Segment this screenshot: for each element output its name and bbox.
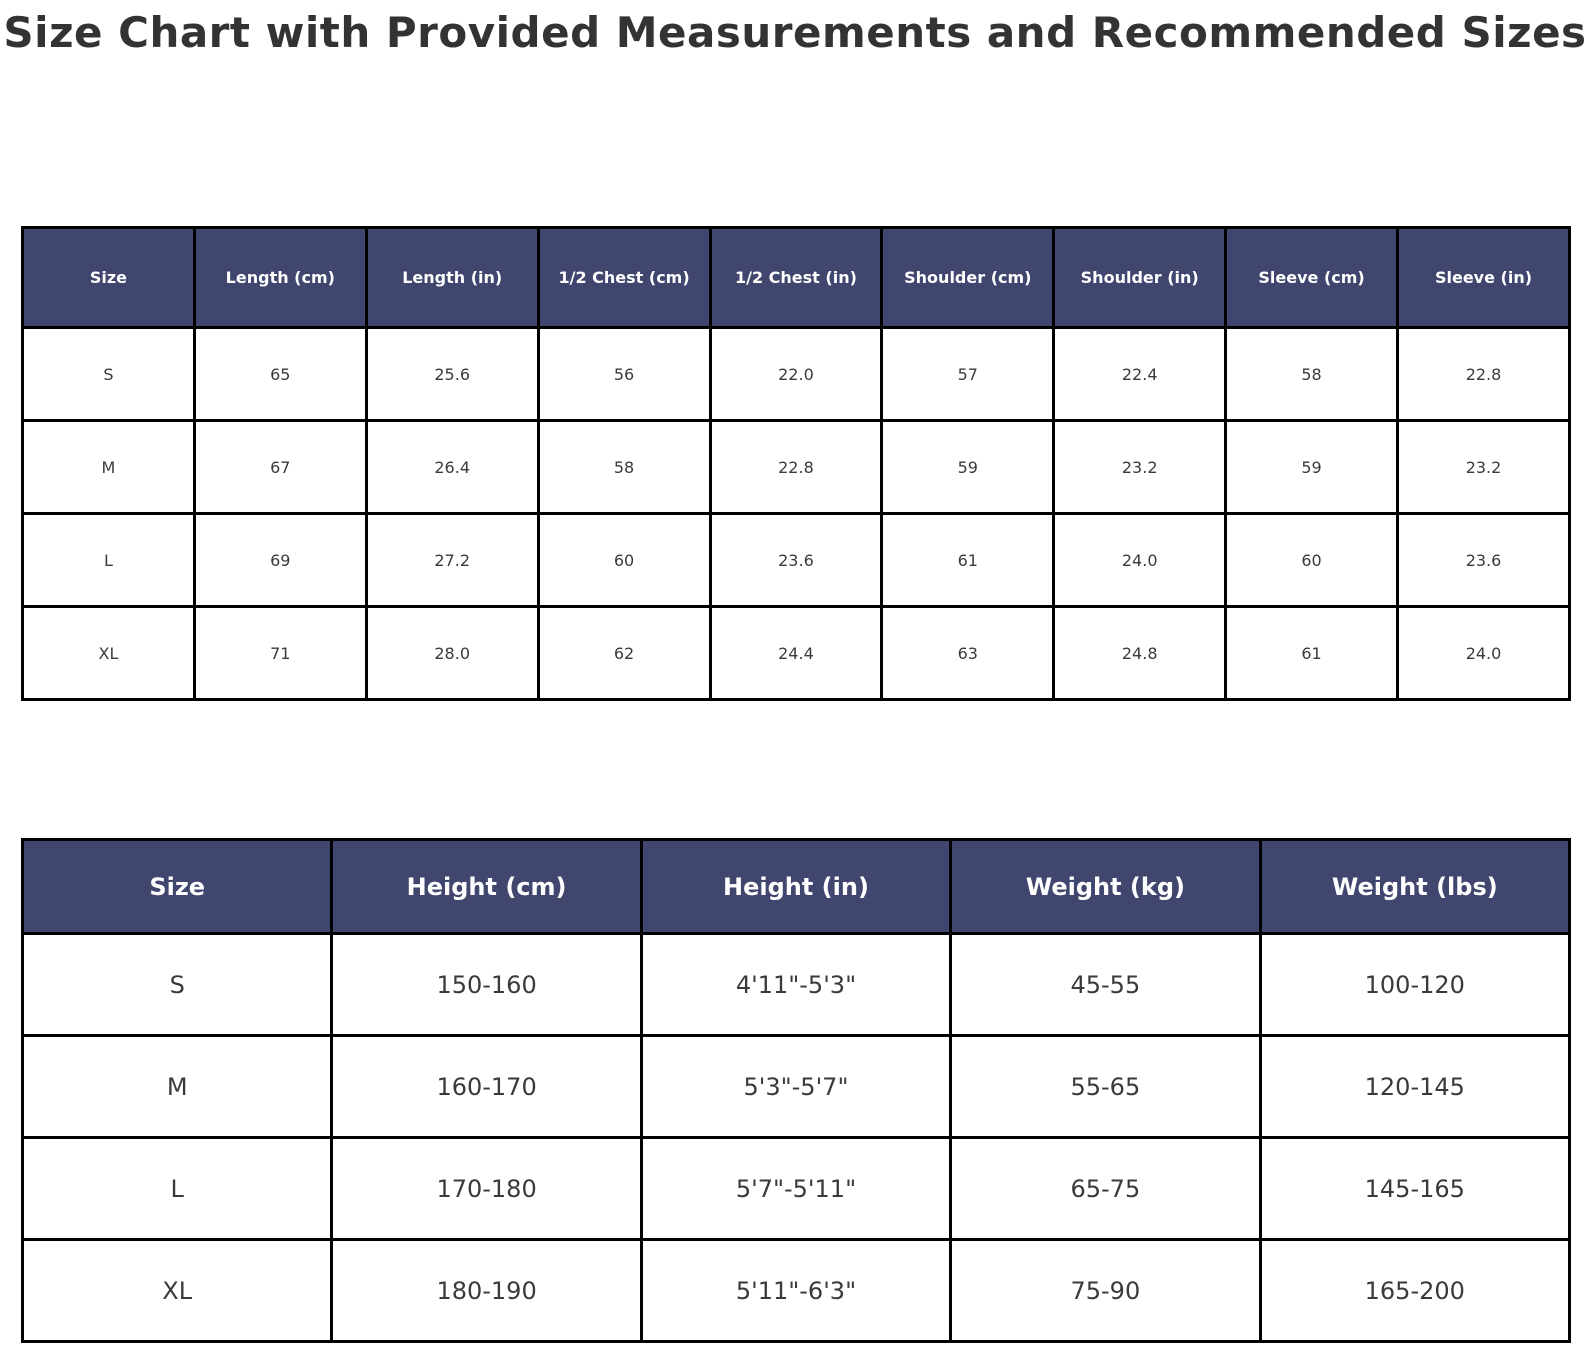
column-header: Length (in) <box>364 226 540 329</box>
table-cell: 45-55 <box>949 932 1262 1037</box>
table-cell: 5'3"-5'7" <box>639 1034 953 1139</box>
table-row: XL 71 28.0 62 24.4 63 24.8 61 24.0 <box>21 605 1571 701</box>
column-header: 1/2 Chest (in) <box>708 226 884 329</box>
table-cell: 25.6 <box>364 326 540 422</box>
table-cell: 120-145 <box>1258 1034 1572 1139</box>
column-header: Length (cm) <box>192 226 368 329</box>
table-cell: 150-160 <box>330 932 643 1037</box>
table-cell: 22.0 <box>708 326 884 422</box>
table-cell: 5'11"-6'3" <box>639 1238 953 1343</box>
measurements-table-header: Size Length (cm) Length (in) 1/2 Chest (cm)… <box>21 226 1571 329</box>
table-cell: 22.4 <box>1052 326 1228 422</box>
column-header: Sleeve (cm) <box>1224 226 1399 329</box>
table-cell: 65-75 <box>949 1136 1262 1241</box>
table-cell: 58 <box>1224 326 1399 422</box>
table-cell: 55-65 <box>949 1034 1262 1139</box>
table-cell: 160-170 <box>330 1034 643 1139</box>
column-header: 1/2 Chest (cm) <box>536 226 712 329</box>
table-row: S 65 25.6 56 22.0 57 22.4 58 22.8 <box>21 326 1571 422</box>
column-header: Weight (kg) <box>949 838 1262 935</box>
table-cell: 23.2 <box>1052 419 1228 515</box>
table-row: XL 180-190 5'11"-6'3" 75-90 165-200 <box>20 1238 1572 1343</box>
table-cell: 24.0 <box>1396 605 1571 701</box>
column-header: Shoulder (cm) <box>880 226 1056 329</box>
table-cell: 22.8 <box>1396 326 1571 422</box>
table-cell: 60 <box>536 512 712 608</box>
table-cell: 59 <box>1224 419 1399 515</box>
table-cell: 24.0 <box>1052 512 1228 608</box>
column-header: Height (cm) <box>330 838 643 935</box>
measurements-table: Size Length (cm) Length (in) 1/2 Chest (cm)… <box>21 226 1571 701</box>
table-cell: 24.8 <box>1052 605 1228 701</box>
size-cell: XL <box>20 1238 334 1343</box>
header-row: Size Length (cm) Length (in) 1/2 Chest (cm)… <box>21 226 1571 329</box>
table-cell: 60 <box>1224 512 1399 608</box>
table-row: M 67 26.4 58 22.8 59 23.2 59 23.2 <box>21 419 1571 515</box>
column-header: Size <box>20 838 334 935</box>
table-cell: 4'11"-5'3" <box>639 932 953 1037</box>
table-cell: 62 <box>536 605 712 701</box>
table-cell: 100-120 <box>1258 932 1572 1037</box>
column-header: Shoulder (in) <box>1052 226 1228 329</box>
table-cell: 22.8 <box>708 419 884 515</box>
table-cell: 75-90 <box>949 1238 1262 1343</box>
table-cell: 170-180 <box>330 1136 643 1241</box>
table-cell: 28.0 <box>364 605 540 701</box>
recommended-sizes-table: Size Height (cm) Height (in) Weight (kg) Wei… <box>20 838 1572 1343</box>
table-cell: 65 <box>192 326 368 422</box>
table-cell: 59 <box>880 419 1056 515</box>
table-cell: 24.4 <box>708 605 884 701</box>
column-header: Height (in) <box>639 838 953 935</box>
size-cell: L <box>20 1136 334 1241</box>
size-cell: S <box>20 932 334 1037</box>
column-header: Weight (lbs) <box>1258 838 1572 935</box>
measurements-table-body: S 65 25.6 56 22.0 57 22.4 58 22.8 M 67 26.4 58 22.8 59… <box>21 326 1571 701</box>
table-cell: 61 <box>880 512 1056 608</box>
table-cell: 5'7"-5'11" <box>639 1136 953 1241</box>
recommended-table-header: Size Height (cm) Height (in) Weight (kg) Wei… <box>20 838 1572 935</box>
table-cell: 61 <box>1224 605 1399 701</box>
table-row: S 150-160 4'11"-5'3" 45-55 100-120 <box>20 932 1572 1037</box>
table-cell: 69 <box>192 512 368 608</box>
size-cell: XL <box>21 605 196 701</box>
table-cell: 57 <box>880 326 1056 422</box>
table-cell: 23.2 <box>1396 419 1571 515</box>
table-row: L 69 27.2 60 23.6 61 24.0 60 23.6 <box>21 512 1571 608</box>
table-cell: 56 <box>536 326 712 422</box>
table-cell: 165-200 <box>1258 1238 1572 1343</box>
recommended-table-body: S 150-160 4'11"-5'3" 45-55 100-120 M 160-170 5'… <box>20 932 1572 1343</box>
column-header: Sleeve (in) <box>1396 226 1571 329</box>
table-cell: 27.2 <box>364 512 540 608</box>
table-cell: 67 <box>192 419 368 515</box>
table-row: L 170-180 5'7"-5'11" 65-75 145-165 <box>20 1136 1572 1241</box>
table-cell: 71 <box>192 605 368 701</box>
size-cell: S <box>21 326 196 422</box>
size-cell: M <box>21 419 196 515</box>
table-cell: 145-165 <box>1258 1136 1572 1241</box>
table-cell: 180-190 <box>330 1238 643 1343</box>
page-title: Size Chart with Provided Measurements an… <box>3 8 1587 57</box>
table-cell: 58 <box>536 419 712 515</box>
table-row: M 160-170 5'3"-5'7" 55-65 120-145 <box>20 1034 1572 1139</box>
table-cell: 23.6 <box>708 512 884 608</box>
header-row: Size Height (cm) Height (in) Weight (kg) Wei… <box>20 838 1572 935</box>
size-cell: L <box>21 512 196 608</box>
table-cell: 23.6 <box>1396 512 1571 608</box>
column-header: Size <box>21 226 196 329</box>
table-cell: 63 <box>880 605 1056 701</box>
table-cell: 26.4 <box>364 419 540 515</box>
size-cell: M <box>20 1034 334 1139</box>
